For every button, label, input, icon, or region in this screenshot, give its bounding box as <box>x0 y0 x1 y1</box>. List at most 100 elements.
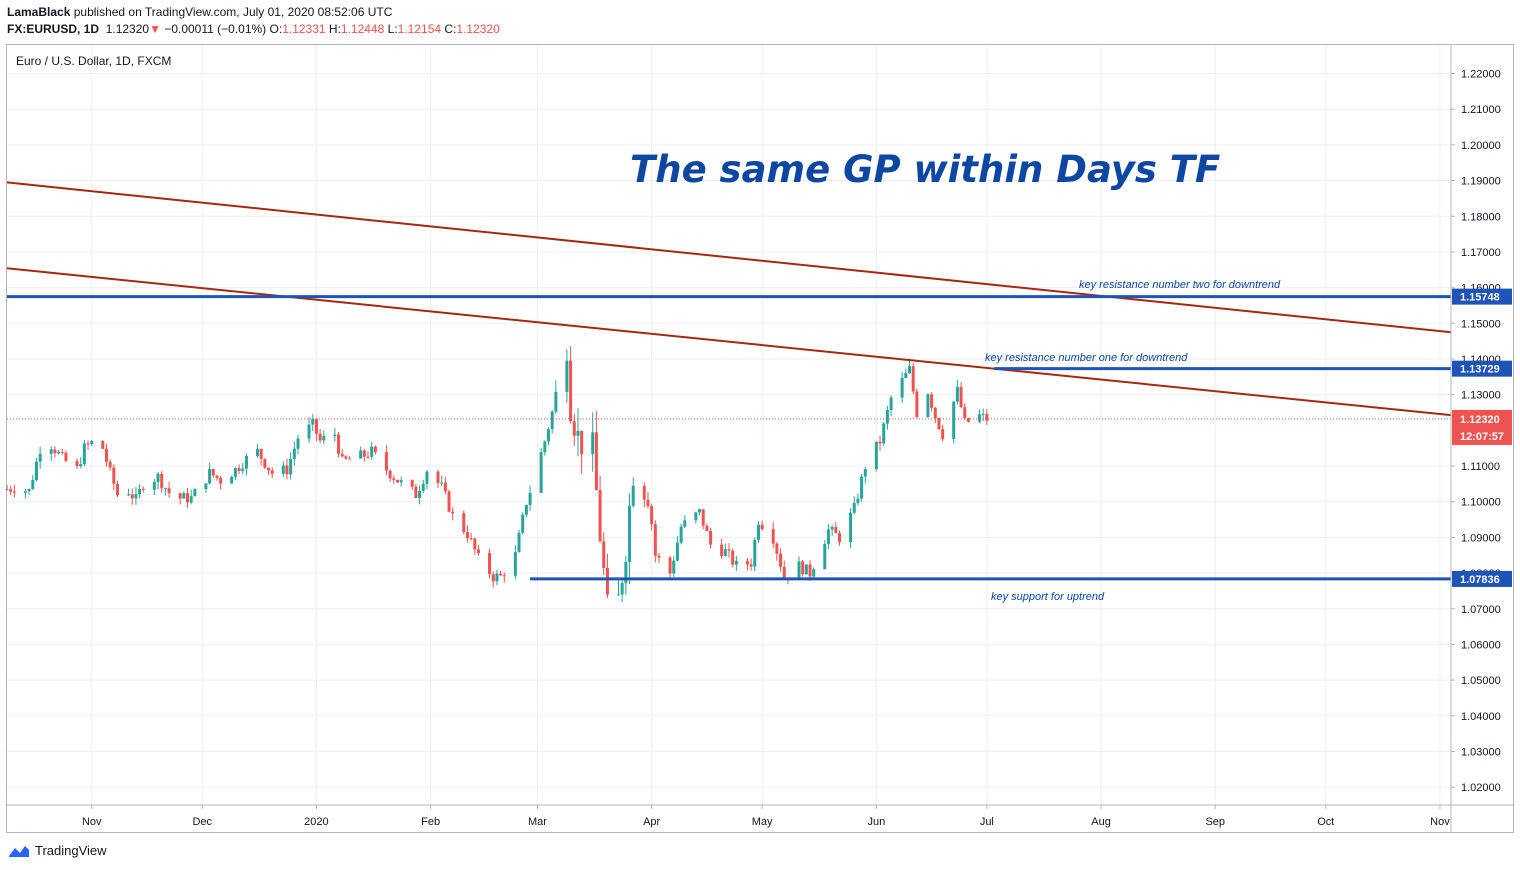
candle-body <box>440 482 444 484</box>
candle-body <box>127 494 131 496</box>
candle-body <box>204 483 208 490</box>
candle-body <box>933 407 937 419</box>
candle-body <box>112 467 116 484</box>
candle-body <box>646 499 650 507</box>
candle-body <box>955 386 959 402</box>
candle-body <box>12 491 16 493</box>
candle-body <box>289 458 293 475</box>
candle-body <box>782 566 786 578</box>
candle-body <box>462 513 466 533</box>
candle-body <box>849 512 853 543</box>
y-tick-label: 1.11000 <box>1461 461 1500 473</box>
annotation-title: The same GP within Days TF <box>630 148 1220 191</box>
footer-brand[interactable]: TradingView <box>8 843 107 858</box>
candle-body <box>963 407 967 419</box>
candle-body <box>49 449 53 454</box>
x-tick-label: Dec <box>192 816 212 828</box>
candle-body <box>598 490 602 542</box>
candle-body <box>263 458 267 468</box>
author-name[interactable]: LamaBlack <box>7 5 71 19</box>
candle-body <box>499 573 503 576</box>
candle-body <box>421 483 425 491</box>
chart-frame <box>6 44 1514 833</box>
candle-body <box>937 418 941 430</box>
candle-body <box>653 524 657 556</box>
y-tick-label: 1.22000 <box>1461 69 1501 81</box>
candle-body <box>108 461 112 468</box>
candle-body <box>79 464 83 467</box>
price-axis: 1.22000 1.21000 1.20000 1.19000 1.18000 1.170… <box>1450 44 1512 833</box>
candle-body <box>698 509 702 513</box>
candle-body <box>392 478 396 480</box>
candle-body <box>779 553 783 567</box>
candle-body <box>675 542 679 561</box>
low-label: L: <box>387 22 398 36</box>
candle-body <box>130 494 134 499</box>
candle-body <box>116 483 120 496</box>
candle-body <box>554 391 558 412</box>
candle-body <box>267 467 271 471</box>
annotation-support: key support for uptrend <box>991 591 1105 603</box>
candle-body <box>926 394 930 417</box>
candle-body <box>31 480 35 490</box>
candle-body <box>211 469 215 476</box>
level-price-label: 1.13729 <box>1460 364 1500 376</box>
candle-body <box>915 391 919 417</box>
candle-body <box>307 424 311 439</box>
candle-body <box>318 433 322 441</box>
candle-body <box>605 567 609 595</box>
candle-body <box>756 524 760 540</box>
candle-body <box>259 449 263 459</box>
candle-body <box>241 468 245 471</box>
candle-body <box>82 443 86 465</box>
candle-body <box>219 478 223 484</box>
candle-body <box>425 471 429 484</box>
candle-body <box>156 473 160 483</box>
candle-body <box>237 468 241 471</box>
annotation-resistance-one: key resistance number one for downtrend <box>985 352 1188 364</box>
x-tick-label: Apr <box>643 816 660 828</box>
y-tick-label: 1.03000 <box>1461 746 1501 758</box>
candle-body <box>591 432 595 455</box>
x-tick-label: Aug <box>1091 816 1111 828</box>
candle-body <box>340 453 344 457</box>
candle-body <box>628 505 632 562</box>
candle-body <box>344 456 348 459</box>
candle-body <box>388 470 392 479</box>
candle-body <box>314 418 318 434</box>
candle-body <box>723 549 727 556</box>
candle-body <box>565 360 569 392</box>
candle-body <box>727 549 731 551</box>
level-price-tag <box>1452 360 1512 377</box>
candle-body <box>720 544 724 556</box>
trendline-1 <box>6 181 1452 334</box>
level-price-label: 1.15748 <box>1460 292 1500 304</box>
candle-body <box>569 360 573 422</box>
candle-body <box>709 531 713 545</box>
candle-body <box>830 527 834 530</box>
candle-body <box>469 538 473 540</box>
candle-body <box>208 469 212 484</box>
candle-body <box>362 450 366 457</box>
candle-body <box>889 397 893 410</box>
y-tick-label: 1.07000 <box>1461 604 1501 616</box>
y-tick-label: 1.13000 <box>1461 390 1501 402</box>
candle-body <box>5 489 9 491</box>
close-value: 1.12320 <box>456 22 500 36</box>
x-tick-label: Mar <box>528 816 547 828</box>
candle-body <box>270 470 274 474</box>
candle-body <box>141 488 145 490</box>
candle-body <box>399 480 403 483</box>
candle-body <box>296 438 300 449</box>
high-label: H: <box>328 22 341 36</box>
candle-body <box>760 524 764 530</box>
candle-body <box>959 386 963 408</box>
y-tick-label: 1.02000 <box>1461 782 1501 794</box>
candle-body <box>683 520 687 527</box>
candle-body <box>860 476 864 499</box>
candle-body <box>775 543 779 554</box>
candle-body <box>852 503 856 513</box>
candle-body <box>359 450 363 459</box>
candle-body <box>930 394 934 408</box>
